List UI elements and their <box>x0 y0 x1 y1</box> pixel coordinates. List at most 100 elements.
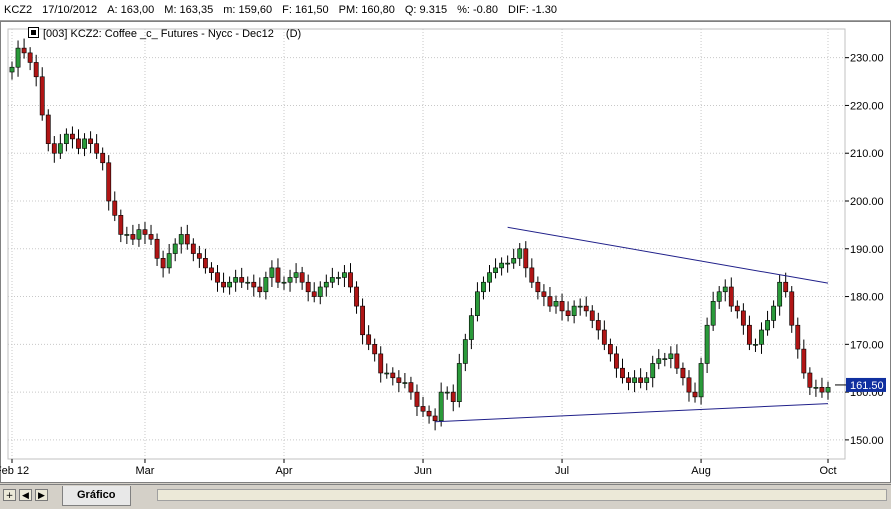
tab-bar: + ◀ ▶ Gráfico <box>0 484 891 509</box>
candle-body <box>245 281 251 284</box>
candle-body <box>215 272 220 283</box>
candle-body <box>184 234 190 245</box>
candle-body <box>118 215 124 235</box>
plot-area <box>7 28 846 460</box>
candle-body <box>299 272 305 283</box>
candle-body <box>686 377 692 393</box>
y-tick-label: 200.00 <box>850 196 884 208</box>
candle-body <box>595 320 601 331</box>
candle-body <box>112 200 118 216</box>
candle-body <box>438 391 444 422</box>
candle-body <box>680 367 686 379</box>
candle-body <box>728 286 734 307</box>
candle-body <box>196 253 202 259</box>
candle-body <box>287 277 293 283</box>
add-tab-button[interactable]: + <box>3 489 16 501</box>
price-chart[interactable]: 150.00160.00170.00180.00190.00200.00210.… <box>0 21 891 483</box>
candle-body <box>577 305 583 308</box>
candle-body <box>311 291 317 297</box>
last-price-marker: 161.50 <box>835 377 886 392</box>
y-tick-label: 220.00 <box>850 100 884 112</box>
prev-tab-button[interactable]: ◀ <box>19 489 32 501</box>
candle-body <box>692 391 698 398</box>
candle-body <box>408 382 414 393</box>
candle-body <box>668 353 674 359</box>
x-tick-label: Oct <box>819 465 836 477</box>
candle-body <box>402 382 408 384</box>
candle-body <box>378 353 384 374</box>
candle-body <box>396 377 402 383</box>
series-title: [003] KCZ2: Coffee _c_ Futures - Nycc - … <box>43 28 274 40</box>
tab-grafico[interactable]: Gráfico <box>62 486 131 506</box>
horizontal-scrollbar[interactable] <box>157 489 887 501</box>
candle-body <box>789 291 795 326</box>
y-tick-label: 150.00 <box>850 435 884 447</box>
candle-body <box>342 272 347 278</box>
candle-body <box>106 162 112 202</box>
next-tab-button[interactable]: ▶ <box>35 489 48 501</box>
candle-body <box>481 281 486 293</box>
candle-body <box>601 329 607 345</box>
candle-body <box>614 353 619 369</box>
y-tick-label: 170.00 <box>850 339 884 351</box>
candle-body <box>360 305 365 336</box>
candle-body <box>710 301 716 326</box>
series-period: (D) <box>285 28 302 40</box>
candle-body <box>650 363 656 379</box>
candle-body <box>511 258 517 264</box>
candle-body <box>51 143 57 154</box>
candle-body <box>795 324 801 350</box>
candle-body <box>384 372 390 375</box>
candle-body <box>63 133 69 144</box>
candle-body <box>541 291 547 297</box>
candle-body <box>529 267 535 283</box>
candle-body <box>589 310 595 321</box>
candle-body <box>468 315 474 340</box>
candle-body <box>88 138 93 144</box>
candle-body <box>559 301 565 312</box>
candle-body <box>257 286 263 293</box>
pct-label: %: -0.80 <box>457 4 499 16</box>
candle-body <box>100 152 106 164</box>
x-tick-label: Feb 12 <box>0 465 29 477</box>
candle-body <box>227 281 233 288</box>
candle-body <box>82 138 87 149</box>
candle-body <box>190 243 196 254</box>
candle-body <box>505 262 511 265</box>
candle-body <box>620 367 625 379</box>
candle-body <box>166 253 172 269</box>
series-legend: [003] KCZ2: Coffee _c_ Futures - Nycc - … <box>28 27 301 40</box>
candle-body <box>426 410 432 417</box>
candle-body <box>366 334 372 345</box>
y-tick-label: 230.00 <box>850 53 884 65</box>
candle-body <box>142 229 148 235</box>
candle-body <box>203 258 208 269</box>
candle-body <box>281 281 287 284</box>
candle-body <box>493 267 498 273</box>
candle-body <box>233 277 239 283</box>
x-tick-label: Jun <box>414 465 432 477</box>
candle-body <box>33 62 39 78</box>
candle-body <box>765 320 770 331</box>
candle-body <box>813 387 819 389</box>
candle-body <box>801 348 807 374</box>
candle-body <box>819 387 825 393</box>
y-tick-label: 180.00 <box>850 292 884 304</box>
candle-body <box>607 344 613 355</box>
quote-header: KCZ2 17/10/2012 A: 163,00 M: 163,35 m: 159,6… <box>0 0 891 21</box>
candle-body <box>674 353 680 369</box>
avg-label: PM: 160,80 <box>338 4 395 16</box>
candle-body <box>487 272 492 283</box>
candle-body <box>27 52 33 63</box>
candle-body <box>553 301 559 307</box>
candle-body <box>21 47 27 54</box>
candle-body <box>94 143 100 154</box>
candle-body <box>251 281 257 288</box>
candle-body <box>45 114 51 144</box>
candle-body <box>783 281 789 293</box>
candle-body <box>547 296 553 307</box>
candle-body <box>825 387 831 393</box>
chart-frame <box>0 21 891 483</box>
candle-body <box>644 377 650 383</box>
candle-body <box>239 277 245 283</box>
